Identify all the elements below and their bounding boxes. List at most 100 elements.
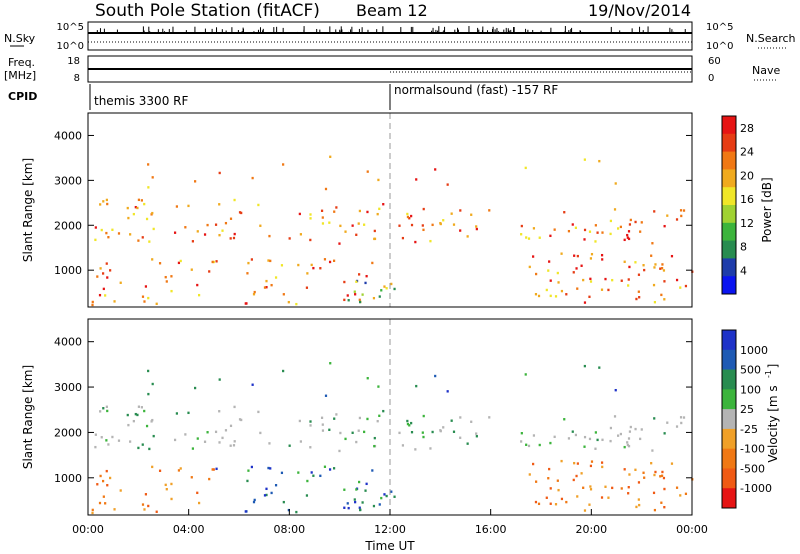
- power-cell: [601, 231, 604, 234]
- velocity-cell: [339, 431, 342, 435]
- velocity-cell: [361, 501, 364, 504]
- velocity-cell: [393, 495, 396, 498]
- velocity-cell: [310, 471, 313, 474]
- velocity-cell: [598, 366, 601, 369]
- station-title: South Pole Station (fitACF): [95, 1, 320, 21]
- velocity-cell: [94, 433, 97, 436]
- velocity-cell: [247, 469, 250, 472]
- power-colorbar-tick: 4: [740, 264, 747, 277]
- velocity-cell: [623, 468, 626, 471]
- power-cell: [383, 285, 386, 288]
- velocity-cell: [106, 484, 109, 487]
- velocity-colorbar-swatch: [722, 389, 736, 410]
- velocity-cell: [268, 442, 271, 445]
- velocity-cell: [358, 480, 361, 484]
- velocity-cell: [329, 362, 332, 365]
- velocity-cell: [642, 471, 645, 474]
- velocity-cell: [102, 407, 105, 410]
- velocity-cell: [619, 432, 622, 436]
- power-cell: [107, 235, 110, 239]
- power-cell: [309, 213, 312, 216]
- power-colorbar-tick: 28: [740, 122, 754, 135]
- power-cell: [589, 277, 592, 281]
- velocity-cell: [280, 471, 284, 475]
- power-cell: [534, 293, 538, 296]
- velocity-cell: [583, 509, 587, 512]
- freq-tick-top: 18: [67, 56, 80, 67]
- velocity-colorbar-swatch: [722, 330, 736, 351]
- velocity-cell: [366, 377, 369, 380]
- velocity-colorbar-swatch: [722, 428, 736, 450]
- velocity-cell: [158, 469, 162, 472]
- velocity-cell: [145, 424, 149, 428]
- velocity-cell: [583, 435, 587, 439]
- velocity-cell: [358, 506, 361, 509]
- power-cell: [353, 290, 356, 293]
- power-cell: [601, 258, 604, 261]
- velocity-cell: [576, 495, 579, 498]
- power-y-tick-label: 2000: [54, 219, 82, 232]
- power-cell: [549, 234, 552, 238]
- power-cell: [203, 233, 207, 236]
- velocity-x-axis: 00:00 04:00 08:00 12:00 16:00 20:00 00:00: [72, 509, 708, 536]
- power-cell: [338, 242, 341, 245]
- velocity-cell: [611, 486, 614, 490]
- power-cell: [627, 278, 630, 281]
- velocity-cell: [321, 429, 325, 432]
- velocity-cell: [144, 493, 148, 496]
- power-cell: [99, 267, 102, 270]
- power-cell: [626, 233, 629, 237]
- power-cell: [410, 223, 414, 227]
- velocity-cell: [371, 469, 374, 472]
- power-cell: [132, 212, 135, 216]
- power-cell: [545, 288, 548, 292]
- velocity-cell: [537, 502, 541, 506]
- velocity-cell: [98, 501, 102, 505]
- velocity-cell: [538, 443, 541, 447]
- velocity-cell: [557, 488, 560, 492]
- velocity-cell: [626, 443, 629, 447]
- velocity-cell: [594, 431, 597, 434]
- velocity-colorbar-tick: 100: [740, 383, 761, 396]
- velocity-cell: [143, 409, 146, 413]
- nave-tick-top: 60: [708, 56, 721, 67]
- power-cell: [548, 260, 551, 263]
- power-cell: [99, 203, 102, 206]
- power-cell: [549, 294, 552, 298]
- power-colorbar-tick: 8: [740, 241, 747, 254]
- velocity-cell: [549, 502, 552, 505]
- power-cell: [535, 272, 538, 276]
- nsky-panel: N.Sky 10^5 10^0 10^5 10^0 N.Search: [4, 21, 796, 52]
- velocity-cell: [212, 468, 215, 471]
- velocity-cell: [652, 491, 656, 495]
- power-cell: [136, 206, 139, 210]
- velocity-cell: [238, 418, 242, 421]
- velocity-cell: [100, 436, 103, 439]
- power-cell: [390, 282, 393, 286]
- power-cell: [206, 223, 209, 227]
- power-cell: [371, 261, 374, 265]
- velocity-y-tick-label: 2000: [54, 426, 82, 439]
- velocity-cell: [488, 416, 491, 419]
- power-cell: [639, 230, 642, 233]
- power-cell: [143, 202, 146, 206]
- power-cell: [663, 280, 666, 283]
- power-cell: [91, 300, 94, 304]
- x-tick-label: 20:00: [575, 523, 607, 536]
- velocity-cell: [563, 418, 566, 421]
- velocity-cell: [553, 435, 556, 439]
- power-cell: [145, 217, 149, 221]
- velocity-cell: [250, 465, 253, 469]
- power-cell: [609, 232, 612, 236]
- power-colorbar-swatch: [722, 276, 736, 295]
- power-cell: [347, 299, 350, 302]
- velocity-colorbar-tick: -500: [740, 462, 765, 475]
- power-cell: [429, 239, 432, 243]
- velocity-colorbar-swatch: [722, 448, 736, 469]
- power-cell: [589, 280, 593, 283]
- power-cell: [297, 263, 300, 267]
- power-cell: [282, 293, 285, 296]
- freq-unit: [MHz]: [4, 69, 36, 82]
- freq-trace: [88, 68, 692, 73]
- power-cell: [614, 182, 617, 185]
